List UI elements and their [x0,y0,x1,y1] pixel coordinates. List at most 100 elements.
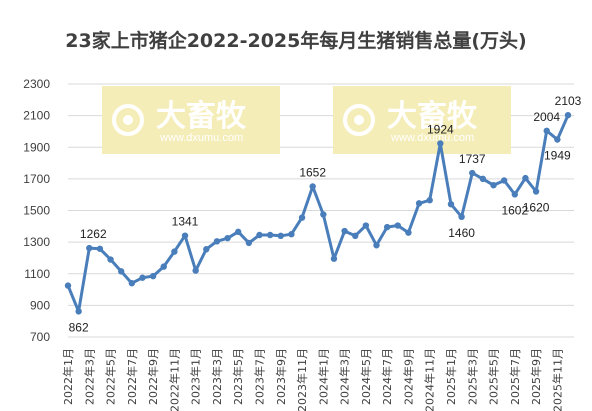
watermark-logo-icon [343,104,375,136]
x-tick-label: 2023年1月 [189,348,203,405]
data-point [373,242,380,249]
x-tick-label: 2025年11月 [550,348,564,411]
data-point [288,231,295,238]
data-point [320,211,327,218]
y-tick-label: 1700 [23,172,50,186]
x-tick-label: 2022年7月 [125,348,139,405]
x-tick-label: 2025年1月 [444,348,458,405]
data-point [96,245,104,252]
watermark-url: www.dxumu.com [159,132,243,144]
x-tick-label: 2025年3月 [465,348,479,405]
data-point [107,256,114,263]
y-tick-label: 1100 [24,267,50,281]
data-point [213,238,221,245]
y-tick-label: 700 [30,330,50,344]
data-point [128,280,136,287]
data-point [171,248,178,255]
x-tick-label: 2024年3月 [338,348,352,405]
data-point [309,183,316,190]
y-tick-label: 900 [30,298,50,312]
data-point [117,268,125,275]
data-point [224,234,231,242]
data-point [235,228,242,236]
watermark-url: www.dxumu.com [390,132,474,144]
x-tick-label: 2022年9月 [146,348,160,405]
data-point [352,232,359,239]
data-point [426,197,433,204]
data-label: 1652 [299,165,326,179]
data-label: 1460 [448,226,475,240]
data-point [500,177,508,184]
y-tick-label: 1300 [23,235,50,249]
data-label: 1924 [427,122,454,136]
data-point [383,223,391,231]
watermark-logo-icon [112,104,144,136]
x-tick-label: 2022年11月 [167,348,181,411]
data-point [192,267,199,274]
x-axis-ticks: 2022年1月 2022年3月 2022年5月 2022年7月 2022年9月 2022年… [61,348,564,411]
x-tick-label: 2024年5月 [359,348,373,405]
data-point [298,214,306,221]
data-point [266,231,274,239]
data-point [362,222,370,229]
x-tick-label: 2023年9月 [274,348,288,405]
data-label: 1737 [459,152,486,166]
y-tick-label: 1500 [23,204,50,218]
data-point [245,239,253,247]
data-point [490,182,497,189]
watermark-text: 大畜牧 [156,99,247,134]
x-tick-label: 2022年5月 [104,348,118,405]
data-point [160,263,167,270]
data-point [181,232,189,239]
data-label: 862 [69,320,89,334]
x-tick-label: 2025年9月 [529,348,543,405]
x-tick-label: 2023年7月 [252,348,266,405]
x-tick-label: 2024年9月 [401,348,415,405]
y-tick-label: 2100 [23,109,50,123]
x-tick-label: 2024年11月 [423,348,437,411]
y-tick-label: 1900 [23,140,50,154]
data-label: 1262 [80,227,107,241]
x-tick-label: 2024年7月 [380,348,394,405]
data-point [341,227,348,235]
data-point [139,274,146,281]
data-point [256,231,263,239]
x-tick-label: 2023年5月 [231,348,245,405]
data-label: 2103 [555,94,582,108]
data-label: 1620 [523,201,550,215]
x-tick-label: 2024年1月 [316,348,330,405]
x-tick-label: 2022年3月 [82,348,96,405]
data-point [405,229,412,236]
y-axis-ticks: 700 900 1100 1300 1500 1700 1900 2100 2300 [23,77,50,344]
x-tick-label: 2023年11月 [295,348,309,411]
y-tick-label: 2300 [23,77,50,91]
watermark-text: 大畜牧 [387,99,478,134]
data-point [415,200,423,207]
x-tick-label: 2025年5月 [487,348,501,405]
data-point [394,222,401,229]
data-point [522,174,529,182]
x-tick-label: 2023年3月 [210,348,224,405]
data-label: 1341 [172,215,199,229]
data-point [532,188,540,195]
data-label: 1949 [544,149,571,163]
data-label: 1602 [501,203,528,217]
x-tick-label: 2022年1月 [61,348,75,405]
data-label: 2004 [533,110,560,124]
data-point [330,255,338,262]
chart-title: 23家上市猪企2022-2025年每月生猪销售总量(万头) [65,30,527,52]
data-point [149,272,157,280]
data-point [479,175,487,183]
watermark-logo-dot [123,115,133,125]
data-point [277,232,284,239]
data-point [75,308,82,315]
data-point [447,200,455,208]
data-point [554,136,561,143]
data-point [203,246,210,253]
watermark-logo-dot [354,115,364,125]
data-point [458,213,465,221]
